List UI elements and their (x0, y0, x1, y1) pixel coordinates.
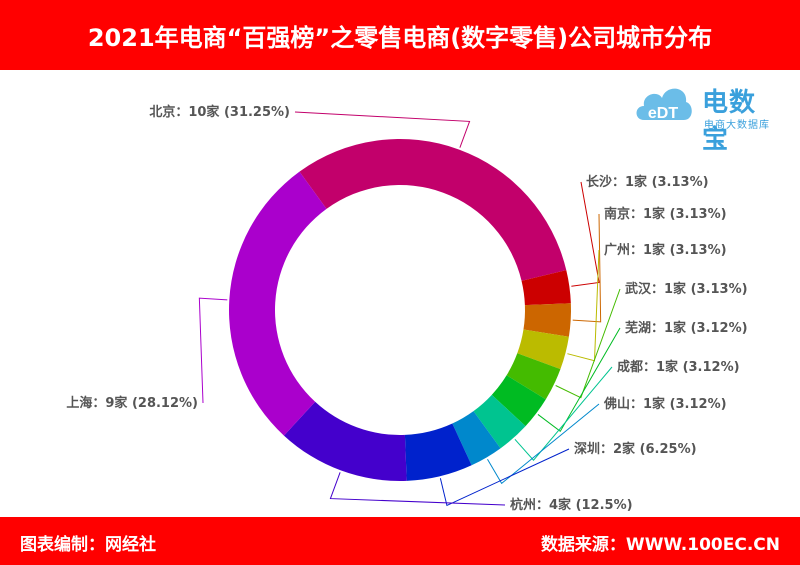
slice-4 (506, 353, 561, 400)
leader-lines-group (198, 111, 621, 507)
donut-chart: 北京：10家 (31.25%) 长沙：1家 (3.13%) 南京：1家 (3.13%… (66, 104, 747, 513)
slice-1 (521, 270, 571, 306)
slice-label-2: 南京：1家 (3.13%) (604, 206, 727, 222)
slice-label-0: 北京：10家 (31.25%) (149, 104, 290, 120)
footer-banner: 图表编制：网经社 数据来源：WWW.100EC.CN (0, 517, 800, 565)
leader-line-4 (555, 288, 621, 399)
slice-label-1: 长沙：1家 (3.13%) (586, 174, 709, 190)
slice-2 (523, 303, 571, 337)
slice-label-4: 武汉：1家 (3.13%) (625, 281, 748, 297)
slice-8 (404, 423, 472, 481)
leader-line-9 (329, 472, 506, 506)
footer-credit: 图表编制：网经社 (20, 535, 156, 555)
slice-5 (491, 375, 546, 427)
leader-line-7 (487, 403, 600, 485)
leader-line-3 (567, 249, 600, 362)
leader-line-0 (294, 111, 471, 148)
leader-line-8 (439, 448, 570, 507)
slice-0 (299, 138, 567, 281)
slice-label-5: 芜湖：1家 (3.12%) (625, 320, 748, 336)
slice-label-3: 广州：1家 (3.13%) (604, 242, 727, 258)
slice-6 (473, 394, 526, 449)
leader-line-10 (198, 297, 228, 404)
cloud-logo-icon: eDT (636, 88, 692, 122)
leader-line-6 (514, 366, 613, 462)
chart-title: 2021年电商“百强榜”之零售电商(数字零售)公司城市分布 (87, 23, 713, 52)
labels-group: 北京：10家 (31.25%) 长沙：1家 (3.13%) 南京：1家 (3.13%… (66, 104, 747, 513)
chart-title-banner: 2021年电商“百强榜”之零售电商(数字零售)公司城市分布 (0, 0, 800, 70)
logo-badge: eDT (648, 105, 678, 122)
logo: eDT 电数宝 电商大数据库 (632, 76, 772, 155)
slice-10 (229, 171, 327, 436)
slice-label-6: 成都：1家 (3.12%) (617, 359, 740, 375)
slice-label-9: 杭州：4家 (12.5%) (510, 497, 633, 513)
leader-line-2 (572, 213, 602, 323)
slice-label-10: 上海：9家 (28.12%) (66, 395, 198, 411)
leader-line-5 (537, 327, 621, 433)
slice-3 (517, 329, 569, 370)
logo-subtitle: 电商大数据库 (704, 120, 770, 131)
slice-7 (452, 411, 501, 466)
leader-line-1 (571, 181, 600, 287)
slice-label-8: 深圳：2家 (6.25%) (574, 441, 697, 457)
slices-group (229, 138, 571, 481)
logo-brand: 电数宝 (702, 88, 757, 155)
slice-9 (283, 401, 407, 481)
footer-source: 数据来源：WWW.100EC.CN (540, 535, 780, 555)
slice-label-7: 佛山：1家 (3.12%) (603, 396, 727, 412)
